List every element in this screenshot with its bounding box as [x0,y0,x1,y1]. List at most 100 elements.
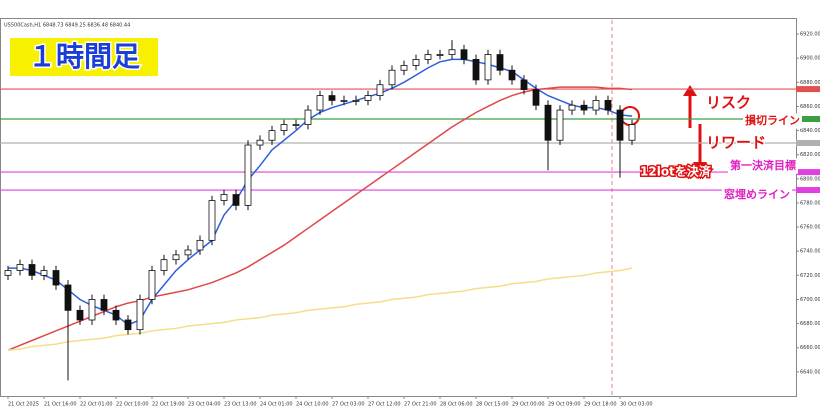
chart-title: １時間足 [28,40,140,73]
candle [76,305,84,325]
candle [472,54,480,85]
candle [244,140,252,211]
candle [4,265,12,281]
candle [520,75,528,95]
candle [484,49,492,85]
candle [292,119,300,130]
candle-body [256,139,264,146]
y-tick-label: 6720.00 [800,273,820,279]
candle-body [412,59,420,66]
candle-body [172,254,180,261]
x-tick-label: 23 Oct 13:00 [224,402,257,408]
annotation: 12lotを決済 [640,164,712,179]
candle-body [388,69,396,86]
annotation: リスク [706,94,751,112]
candle [64,280,72,381]
x-tick-label: 24 Oct 10:00 [296,402,329,408]
x-tick-label: 24 Oct 01:00 [260,402,293,408]
candle [376,79,384,101]
x-tick-label: 21 Oct 16:00 [44,402,77,408]
level-price-tag [796,115,820,122]
candle [388,65,396,90]
candle-body [544,104,552,141]
level-price-tag [796,140,820,147]
x-tick-label: 29 Oct 09:00 [548,402,581,408]
moving-average [7,267,633,351]
candle [280,119,288,136]
annotation-bg [743,113,802,129]
candle-body [196,239,204,251]
candle [340,95,348,106]
candle [208,195,216,246]
candle [268,125,276,146]
candle [28,259,36,281]
candle-body [364,95,372,101]
x-tick-label: 29 Oct 18:00 [584,402,617,408]
candle [508,65,516,85]
candle [172,250,180,265]
annotation-bg [722,187,792,203]
x-tick-label: 27 Oct 12:00 [368,402,401,408]
x-tick-label: 22 Oct 01:00 [80,402,113,408]
annotation-bg [728,158,798,174]
y-tick-label: 6760.00 [800,225,820,231]
y-tick-label: 6860.00 [800,104,820,110]
y-tick-label: 6840.00 [800,128,820,134]
candle-body [352,100,360,102]
candle-body [532,89,540,106]
candle-body [376,84,384,96]
x-tick-label: 30 Oct 03:00 [620,402,653,408]
candle-body [340,100,348,102]
candle-body [184,249,192,256]
candle [88,294,96,325]
annotation: 窓埋めライン [724,187,790,201]
candle-body [520,79,528,90]
annotation: 損切ライン [745,113,800,127]
candle [544,100,552,171]
x-tick-label: 27 Oct 03:00 [332,402,365,408]
candle-body [220,194,228,201]
candle [532,84,540,111]
candle-body [40,270,48,276]
candle-body [76,309,84,321]
candle [568,100,576,115]
candle [196,235,204,255]
candle-body [580,104,588,111]
y-tick-label: 6680.00 [800,321,820,327]
y-tick-label: 6880.00 [800,80,820,86]
candle-body [424,54,432,60]
y-tick-label: 6660.00 [800,345,820,351]
candle-body [460,49,468,60]
candle [628,119,636,146]
candle [496,49,504,76]
candle-body [136,299,144,331]
level-price-tag [796,86,820,93]
x-tick-label: 23 Oct 04:00 [188,402,221,408]
candle-body [28,264,36,276]
candle [352,95,360,106]
risk-arrow-head [683,85,697,96]
candle-body [556,109,564,141]
x-tick-label: 28 Oct 06:00 [440,402,473,408]
candle-body [400,65,408,71]
candle [412,54,420,71]
candle-body [64,284,72,311]
candle [316,90,324,115]
candle-body [292,124,300,126]
candle-body [304,109,312,125]
y-tick-label: 6740.00 [800,249,820,255]
y-tick-label: 6920.00 [800,32,820,38]
candle [556,105,564,146]
candle-body [472,59,480,81]
candle-body [508,69,516,81]
candle-body [232,194,240,206]
candle-body [100,299,108,311]
y-tick-label: 6820.00 [800,152,820,158]
candle [592,95,600,115]
candle-body [496,54,504,71]
candle-body [208,200,216,241]
y-tick-label: 6780.00 [800,200,820,206]
title-box [10,38,158,76]
